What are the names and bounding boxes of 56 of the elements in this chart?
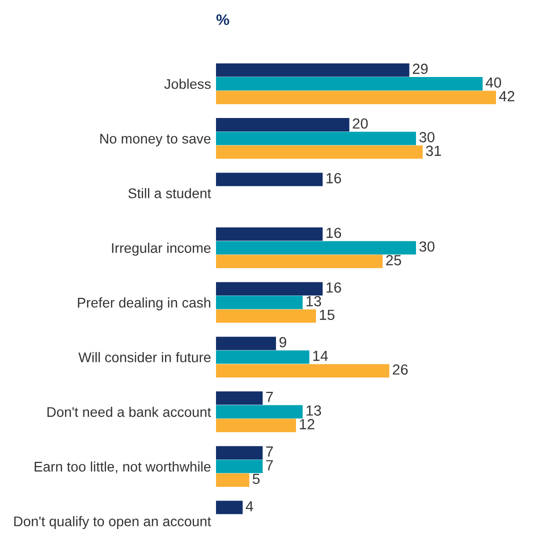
bar <box>216 473 250 487</box>
data-label: 7 <box>266 446 273 457</box>
data-label: 30 <box>419 132 434 142</box>
bar <box>216 500 243 514</box>
bar <box>216 132 416 146</box>
data-label: 40 <box>486 77 502 88</box>
data-label: 14 <box>313 350 328 361</box>
y-tick-label: Earn too little, not worthwhile <box>34 461 211 474</box>
bar <box>216 90 496 104</box>
bar <box>216 77 483 90</box>
bar <box>216 241 416 254</box>
data-label: 31 <box>426 146 441 156</box>
bar <box>216 460 263 474</box>
y-tick-label: Jobless <box>164 78 211 89</box>
chart-title: % <box>216 14 230 26</box>
data-label: 13 <box>306 296 322 306</box>
bar <box>216 309 316 323</box>
bar <box>216 172 323 186</box>
y-tick-label: Will consider in future <box>78 352 211 362</box>
data-label: 15 <box>320 310 334 320</box>
bar <box>216 405 303 418</box>
bar <box>216 227 323 241</box>
data-label: 16 <box>326 228 342 238</box>
y-tick-label: Don't need a bank account <box>47 406 212 417</box>
bar <box>216 118 350 132</box>
y-tick-label: Don't qualify to open an account <box>14 516 212 530</box>
bar <box>216 282 323 296</box>
bar <box>216 350 310 364</box>
bar <box>216 446 263 460</box>
data-label: 13 <box>306 405 322 416</box>
bar <box>216 145 423 159</box>
data-label: 42 <box>499 91 514 102</box>
data-label: 12 <box>300 419 314 430</box>
bar <box>216 391 263 405</box>
bar <box>216 418 296 432</box>
data-label: 25 <box>386 255 402 266</box>
y-tick-label: No money to save <box>100 134 211 146</box>
data-label: 4 <box>246 501 254 512</box>
bar <box>216 364 390 378</box>
data-label: 30 <box>419 241 434 252</box>
data-label: 29 <box>412 64 428 74</box>
data-label: 5 <box>252 474 260 484</box>
bar <box>216 63 410 77</box>
data-label: 7 <box>266 392 273 402</box>
data-label: 9 <box>279 337 286 348</box>
data-label: 7 <box>266 460 273 470</box>
data-label: 20 <box>352 118 368 129</box>
data-label: 16 <box>326 173 342 184</box>
y-tick-label: Prefer dealing in cash <box>78 297 210 310</box>
data-label: 16 <box>326 282 342 293</box>
bar <box>216 254 383 268</box>
y-tick-label: Irregular income <box>112 242 211 256</box>
data-label: 26 <box>392 364 408 375</box>
bar <box>216 336 276 350</box>
bar <box>216 296 303 310</box>
y-tick-label: Still a student <box>128 188 212 198</box>
